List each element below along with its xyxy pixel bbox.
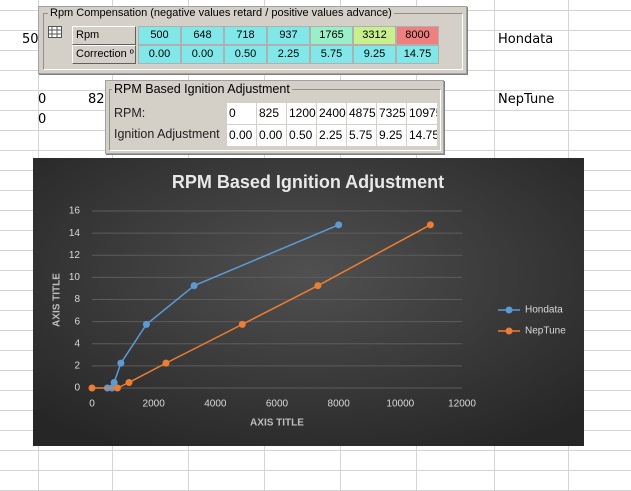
chart-background xyxy=(33,158,584,446)
row-label: Rpm xyxy=(72,26,136,45)
sheet-cell: NepTune xyxy=(498,92,555,107)
panel-title: Rpm Compensation (negative values retard… xyxy=(48,7,394,19)
point xyxy=(190,282,198,290)
x-tick-label: 12000 xyxy=(448,399,476,410)
point xyxy=(125,378,133,386)
y-tick-label: 4 xyxy=(74,338,80,349)
value-cell: 0.00 xyxy=(181,45,224,64)
value-cell: 8000 xyxy=(396,26,439,45)
legend-label: NepTune xyxy=(525,326,566,337)
value-cell: 0.50 xyxy=(224,45,267,64)
x-tick-label: 10000 xyxy=(386,399,414,410)
value-cell: 7325 xyxy=(377,103,406,124)
row-label: RPM: xyxy=(114,106,146,120)
point xyxy=(238,320,246,328)
sheet-cell: 0 xyxy=(38,112,47,127)
value-cell: 0.00 xyxy=(138,45,181,64)
x-tick-label: 4000 xyxy=(204,399,227,410)
value-cell: 4875 xyxy=(347,103,376,124)
sheet-cell: 82 xyxy=(88,92,105,107)
y-tick-label: 16 xyxy=(69,206,81,217)
y-tick-label: 6 xyxy=(74,316,80,327)
legend-label: Hondata xyxy=(525,305,563,316)
y-tick-label: 8 xyxy=(74,294,80,305)
value-cell: 14.75 xyxy=(407,125,437,146)
value-cell: 3312 xyxy=(353,26,396,45)
y-tick-label: 0 xyxy=(74,383,80,394)
value-cell: 10975 xyxy=(407,103,437,124)
value-cell: 1200 xyxy=(287,103,316,124)
value-cell: 0.50 xyxy=(287,125,316,146)
point xyxy=(117,359,125,367)
row-label: Correction º xyxy=(72,45,136,64)
sheet-cell: 50 xyxy=(22,32,39,47)
value-cell: 2.25 xyxy=(317,125,346,146)
value-cell: 5.75 xyxy=(310,45,353,64)
y-tick-label: 10 xyxy=(69,272,81,283)
sheet-cell: Hondata xyxy=(498,32,554,47)
y-tick-label: 14 xyxy=(69,228,81,239)
point xyxy=(142,320,150,328)
value-cell: 718 xyxy=(224,26,267,45)
value-cell: 937 xyxy=(267,26,310,45)
grid-icon xyxy=(48,26,62,38)
legend-marker xyxy=(505,327,513,335)
point xyxy=(162,359,170,367)
value-cell: 5.75 xyxy=(347,125,376,146)
x-tick-label: 2000 xyxy=(143,399,166,410)
x-tick-label: 6000 xyxy=(266,399,289,410)
y-tick-label: 12 xyxy=(69,250,81,261)
value-cell: 9.25 xyxy=(353,45,396,64)
point xyxy=(426,221,434,229)
panel-title: RPM Based Ignition Adjustment xyxy=(112,82,292,96)
y-axis-title: AXIS TITLE xyxy=(52,273,63,327)
row-label: Ignition Adjustment xyxy=(114,127,220,141)
y-tick-label: 2 xyxy=(74,361,80,372)
value-cell: 2400 xyxy=(317,103,346,124)
value-cell: 500 xyxy=(138,26,181,45)
value-cell: 0.00 xyxy=(257,125,286,146)
sheet-cell: 0 xyxy=(38,92,47,107)
value-cell: 1765 xyxy=(310,26,353,45)
point xyxy=(110,378,118,386)
ign-panel: RPM Based Ignition Adjustment RPM: 0 825 12… xyxy=(105,80,444,154)
point xyxy=(314,282,322,290)
value-cell: 14.75 xyxy=(396,45,439,64)
value-cell: 0 xyxy=(227,103,256,124)
point xyxy=(335,221,343,229)
value-cell: 9.25 xyxy=(377,125,406,146)
point xyxy=(88,384,96,392)
point xyxy=(113,384,121,392)
value-cell: 2.25 xyxy=(267,45,310,64)
x-axis-title: AXIS TITLE xyxy=(250,418,304,429)
x-tick-label: 0 xyxy=(89,399,95,410)
value-cell: 648 xyxy=(181,26,224,45)
legend-marker xyxy=(505,306,513,314)
x-tick-label: 8000 xyxy=(328,399,351,410)
value-cell: 825 xyxy=(257,103,286,124)
chart-title: RPM Based Ignition Adjustment xyxy=(172,172,444,192)
rpm-panel: Rpm Compensation (negative values retard… xyxy=(38,6,467,74)
value-cell: 0.00 xyxy=(227,125,256,146)
